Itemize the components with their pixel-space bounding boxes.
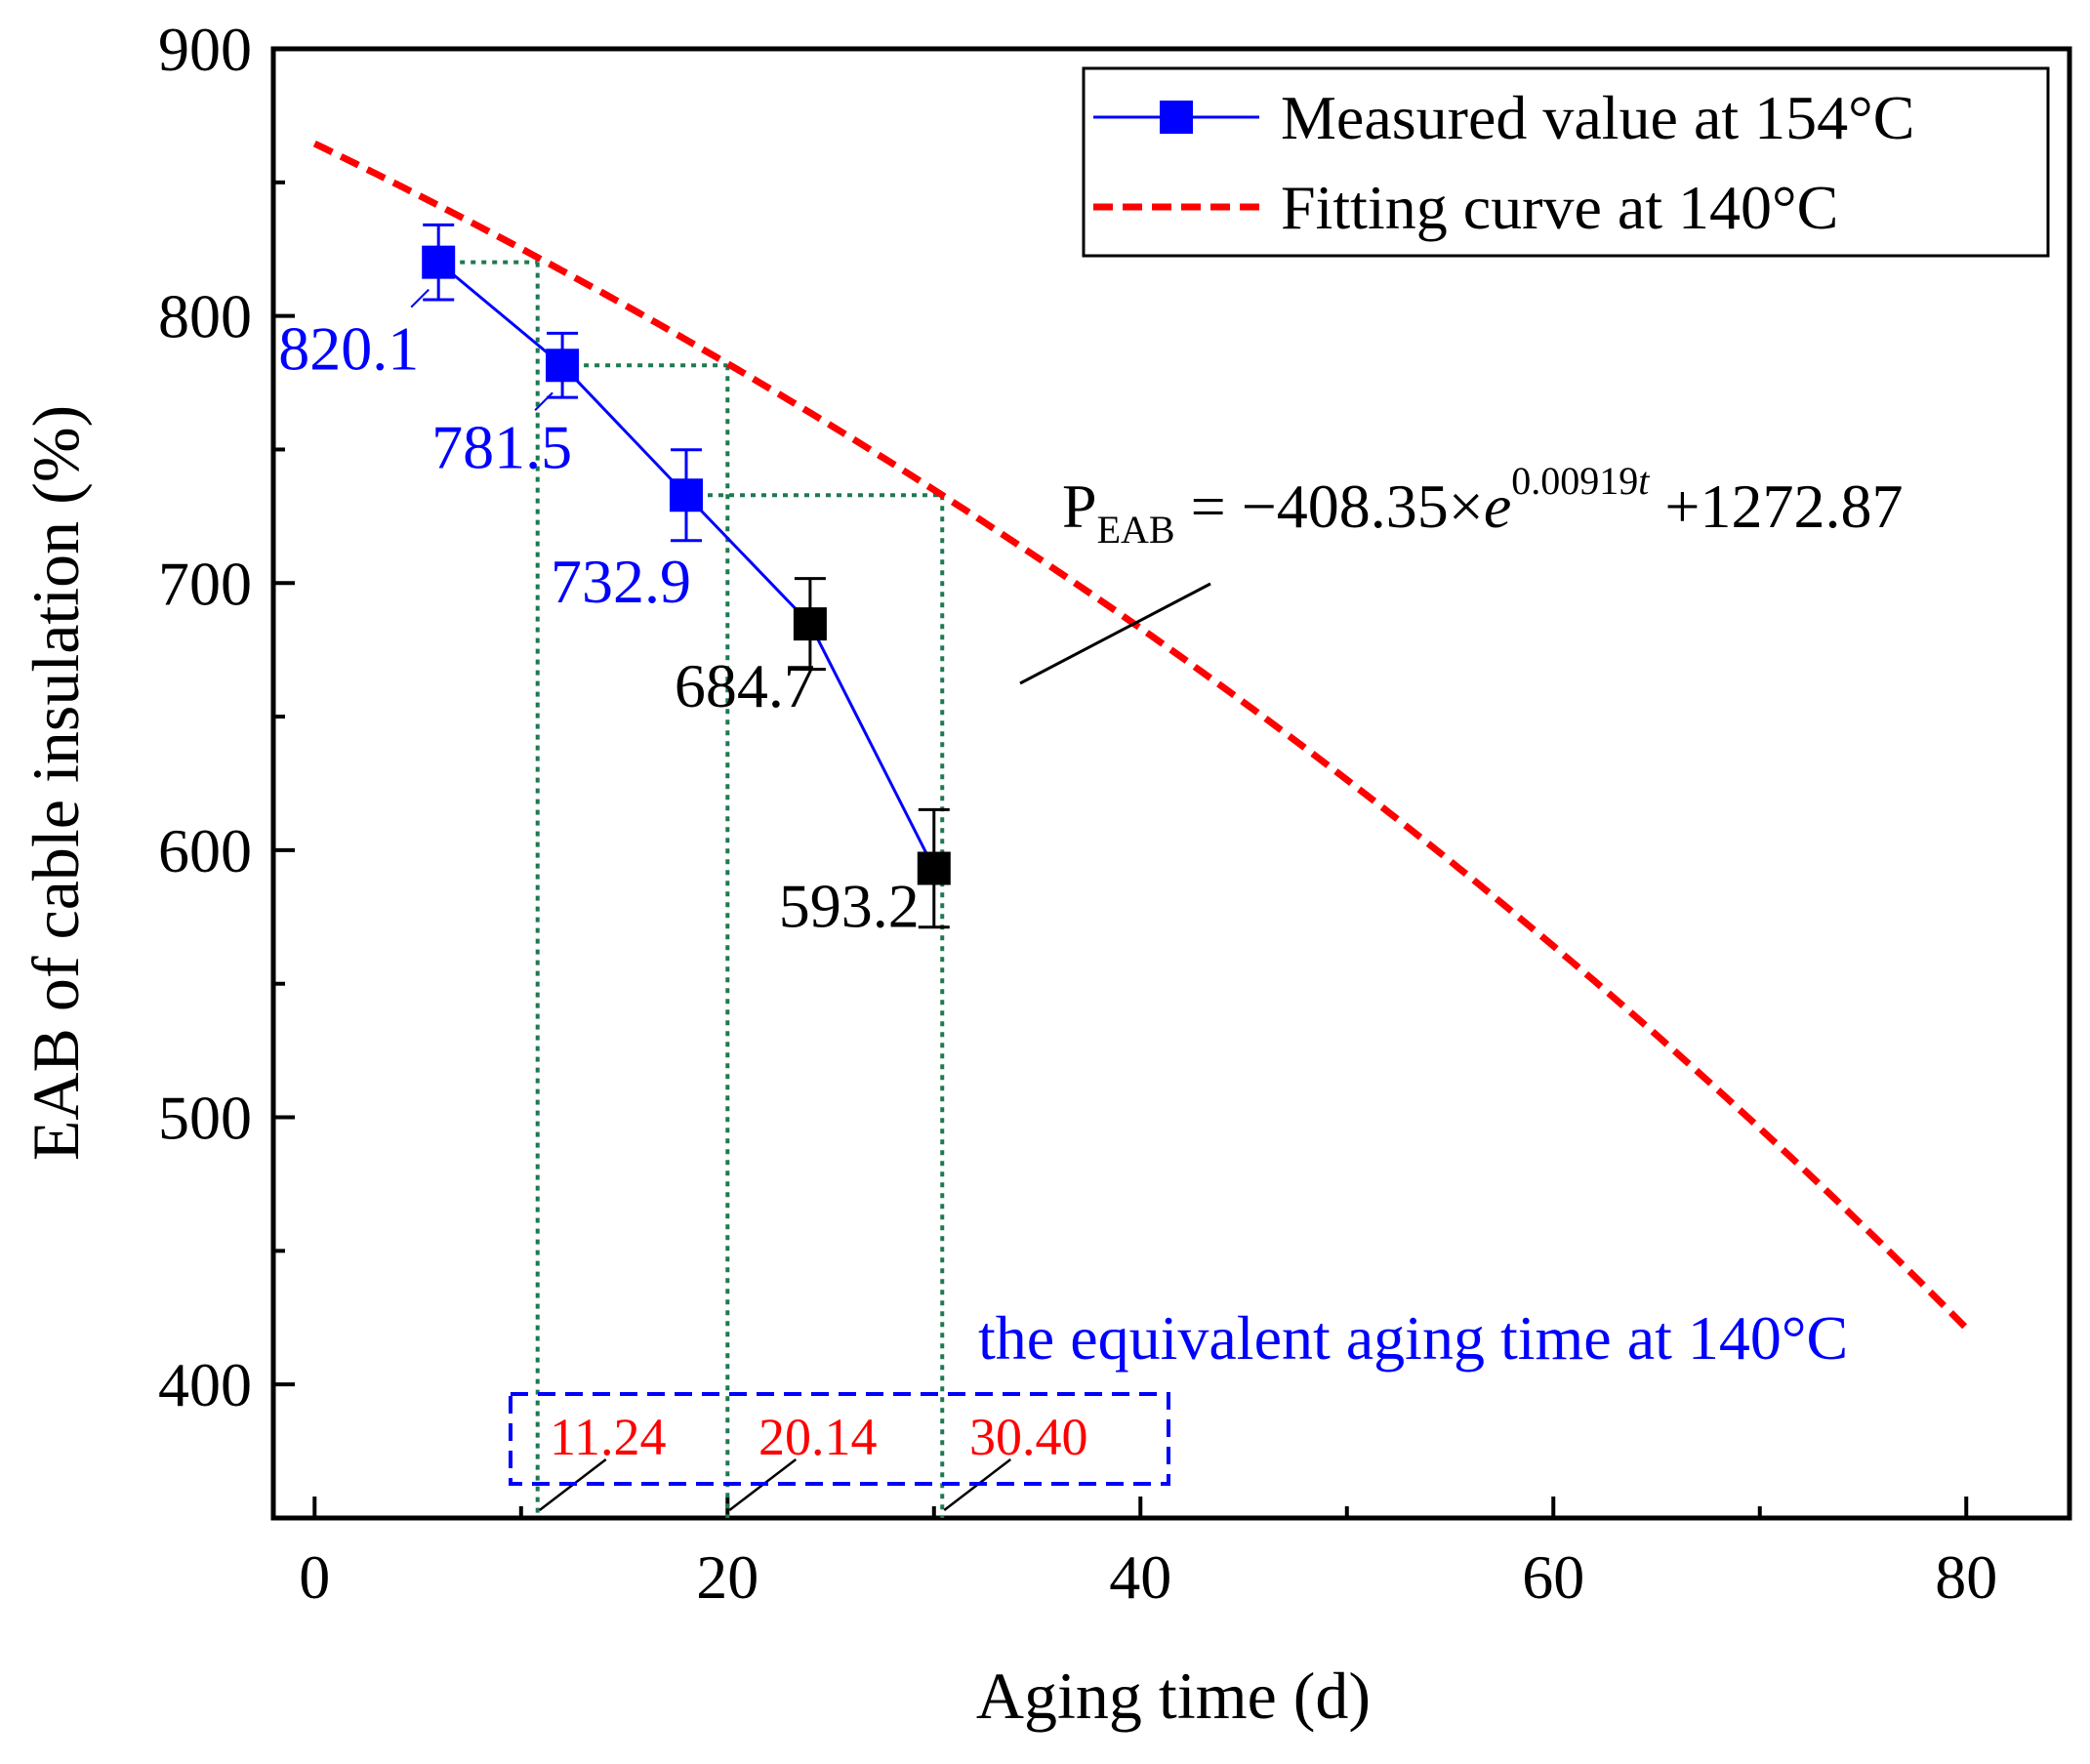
y-tick-label: 700 [158,549,252,618]
data-point-marker [546,349,580,383]
y-tick-label: 900 [158,15,252,84]
data-point-label: 593.2 [779,872,920,941]
legend-fit-label: Fitting curve at 140°C [1281,173,1838,242]
equivalent-time-guides [438,260,945,1518]
y-tick-label: 400 [158,1350,252,1419]
data-label-leader [410,288,430,308]
x-tick-label: 80 [1935,1542,1997,1612]
equation-leader-line [1019,582,1211,685]
equivalent-time-label: 30.40 [969,1408,1088,1466]
equation-exponent: 0.00919 [1511,459,1638,503]
fit-curve [312,140,1969,1331]
y-tick-label: 600 [158,816,252,885]
legend-measured-label: Measured value at 154°C [1281,83,1914,152]
data-point-marker [793,607,827,641]
equivalent-time-label: 20.14 [758,1408,878,1466]
data-point-label: 781.5 [431,412,572,481]
y-axis-title: EAB of cable insulation (%) [19,405,93,1161]
equivalent-time-label: 11.24 [550,1408,667,1466]
fit-curve-group [312,140,1969,1331]
plot-frame [270,46,2072,1521]
equivalent-time-caption: the equivalent aging time at 140°C [978,1303,1848,1373]
x-tick-label: 40 [1109,1542,1171,1612]
data-label-leader [534,391,553,411]
equation-subscript: EAB [1097,508,1175,552]
equation-suffix: +1272.87 [1649,472,1903,541]
legend-measured-marker [1160,101,1193,134]
data-point-marker [422,245,456,279]
x-tick-label: 60 [1522,1542,1584,1612]
equation-exponent-var: t [1638,459,1650,503]
y-tick-label: 500 [158,1084,252,1153]
data-point-label: 820.1 [278,314,419,384]
equation-prefix: P [1062,472,1097,541]
data-point-label: 684.7 [675,651,815,720]
equation-middle: = −408.35× [1175,472,1484,541]
equation-base: e [1484,472,1511,541]
fit-equation: PEAB = −408.35×e0.00919t +1272.87 [1062,459,1904,552]
data-point-marker [917,851,951,885]
annotations-group: 11.24 20.14 30.40 [538,1408,1088,1511]
data-point-label: 732.9 [551,547,691,616]
x-tick-label: 0 [299,1542,330,1612]
x-tick-label: 20 [696,1542,758,1612]
equivalent-time-box [509,1392,1170,1486]
x-axis-title: Aging time (d) [976,1659,1371,1733]
legend-box [1082,66,2050,258]
data-point-marker [669,478,703,513]
legend: Measured value at 154°C Fitting curve at… [1082,66,2050,258]
y-tick-label: 800 [158,282,252,351]
axes-group: 0 20 40 60 80 400 500 600 700 800 900 [158,15,2072,1612]
